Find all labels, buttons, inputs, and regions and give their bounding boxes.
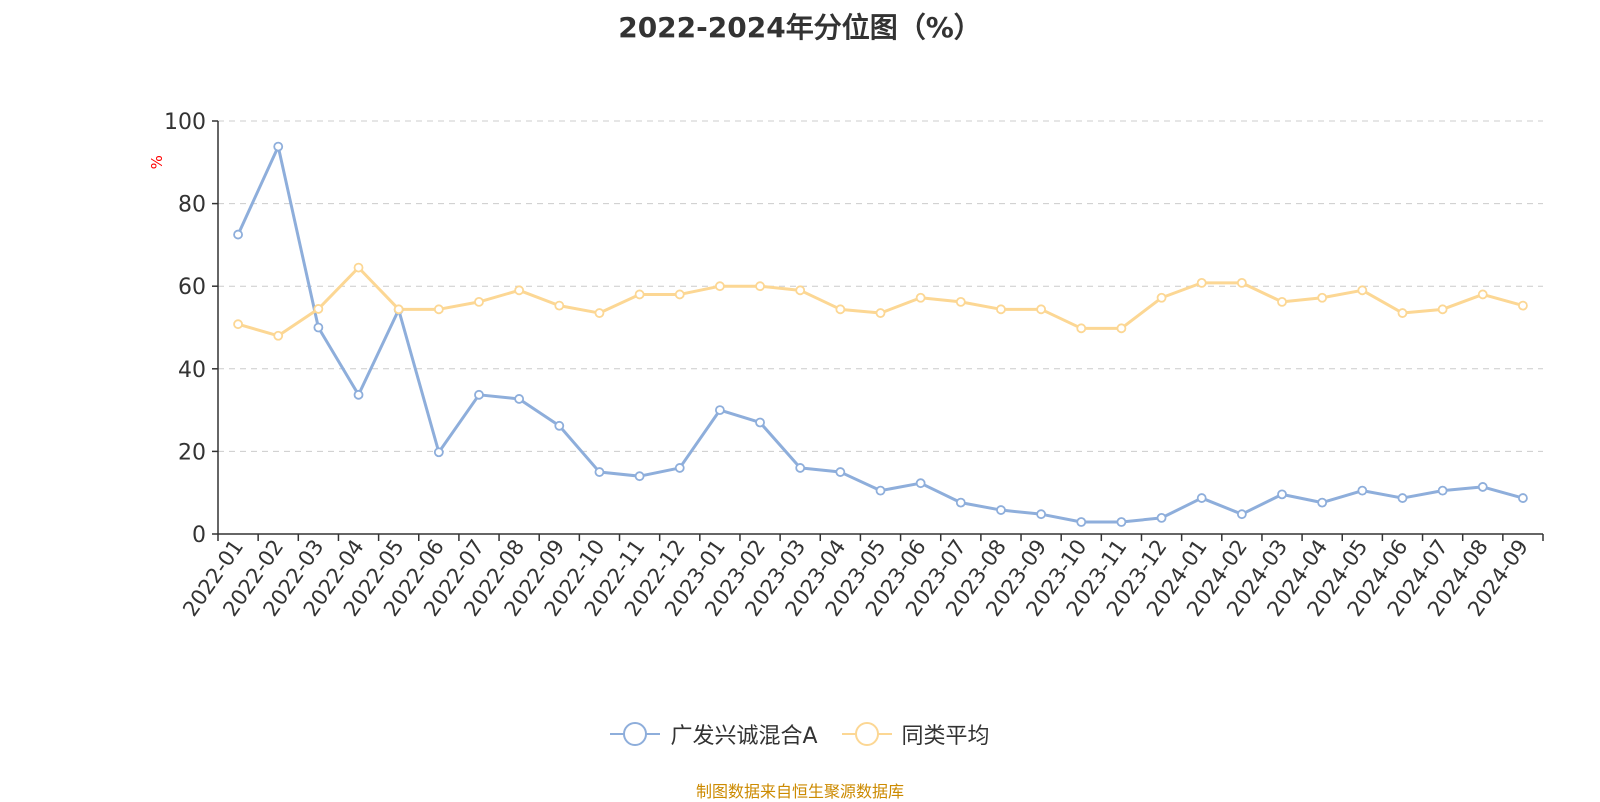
series-2-point	[875, 308, 886, 318]
legend-item-series-2[interactable]: 同类平均	[841, 718, 990, 750]
series-1-point	[554, 420, 565, 431]
series-1-point	[233, 229, 243, 240]
series-2-point	[795, 285, 806, 296]
y-axis-label: %	[148, 155, 166, 169]
legend-label-series-2: 同类平均	[901, 724, 990, 749]
series-2-point	[755, 281, 765, 292]
series-2-point	[1397, 308, 1408, 318]
series-2-point	[674, 289, 685, 300]
series-2-point	[433, 304, 444, 315]
series-2-point	[1437, 304, 1448, 315]
y-tick-label: 60	[178, 275, 206, 300]
legend-marker-series-1-icon	[610, 722, 661, 746]
series-1-point	[514, 394, 525, 404]
series-1-point	[634, 471, 645, 482]
series-1-point	[1437, 485, 1448, 496]
series-1-point	[1196, 493, 1207, 503]
series-1-point	[353, 389, 364, 400]
series-1-point	[875, 485, 886, 496]
y-tick-label: 0	[192, 523, 206, 548]
series-2-point	[514, 285, 525, 296]
series-1-point	[795, 463, 806, 473]
series-2-point	[233, 319, 243, 330]
series-2-point	[313, 304, 324, 314]
series-2-point	[353, 262, 364, 273]
series-line-1	[236, 145, 1524, 524]
chart-title: 2022-2024年分位图（%）	[618, 11, 982, 44]
chart-legend: 广发兴诚混合A 同类平均	[0, 718, 1600, 750]
series-1-point	[835, 467, 846, 477]
series-2-point	[1317, 292, 1328, 303]
legend-label-series-1: 广发兴诚混合A	[670, 724, 818, 749]
series-1-point	[273, 141, 284, 152]
series-1-point	[1357, 485, 1368, 496]
series-2-point	[1277, 296, 1287, 307]
series-2-point	[1036, 304, 1047, 315]
series-2-point	[996, 304, 1006, 315]
series-2-point	[554, 300, 565, 311]
y-tick-label: 80	[178, 193, 206, 218]
series-2-point	[915, 292, 926, 303]
series-1-point	[674, 463, 685, 473]
series-1-point	[1317, 497, 1328, 508]
legend-item-series-1[interactable]: 广发兴诚混合A	[610, 718, 818, 750]
series-1-point	[594, 467, 605, 477]
series-2-point	[273, 330, 284, 341]
series-2-point	[1116, 323, 1127, 334]
legend-marker-series-2-icon	[841, 722, 892, 746]
y-tick-label: 20	[178, 440, 206, 465]
series-1-point	[955, 497, 966, 508]
series-1-point	[1156, 512, 1167, 523]
series-2-point	[714, 281, 725, 292]
series-1-point	[313, 322, 324, 333]
series-2-point	[1477, 289, 1488, 300]
y-tick-label: 100	[164, 110, 206, 135]
series-line-2	[237, 266, 1524, 338]
series-1-point	[1236, 509, 1247, 520]
series-1-point	[714, 405, 725, 416]
series-2-point	[594, 308, 605, 318]
series-2-point	[634, 289, 645, 300]
series-1-point	[474, 389, 484, 400]
series-1-point	[1397, 493, 1408, 503]
series-1-point	[1518, 493, 1528, 503]
series-1-point	[433, 447, 444, 458]
series-1-point	[915, 478, 926, 489]
series-2-point	[1357, 285, 1368, 296]
series-2-point	[1518, 300, 1528, 311]
series-2-point	[1156, 292, 1167, 303]
series-2-point	[835, 304, 846, 315]
series-1-point	[1477, 482, 1488, 492]
series-2-point	[1076, 323, 1087, 334]
y-tick-label: 40	[178, 358, 206, 383]
series-2-point	[955, 296, 966, 307]
series-2-point	[474, 296, 484, 307]
series-1-point	[755, 417, 765, 428]
series-1-point	[1277, 489, 1287, 500]
source-note: 制图数据来自恒生聚源数据库	[695, 782, 904, 801]
series-2-point	[1196, 277, 1207, 288]
series-1-point	[996, 505, 1006, 515]
series-1-point	[1076, 517, 1087, 527]
series-2-point	[393, 304, 404, 315]
series-2-point	[1236, 277, 1247, 288]
series-1-point	[1036, 509, 1047, 520]
series-1-point	[1116, 517, 1127, 527]
